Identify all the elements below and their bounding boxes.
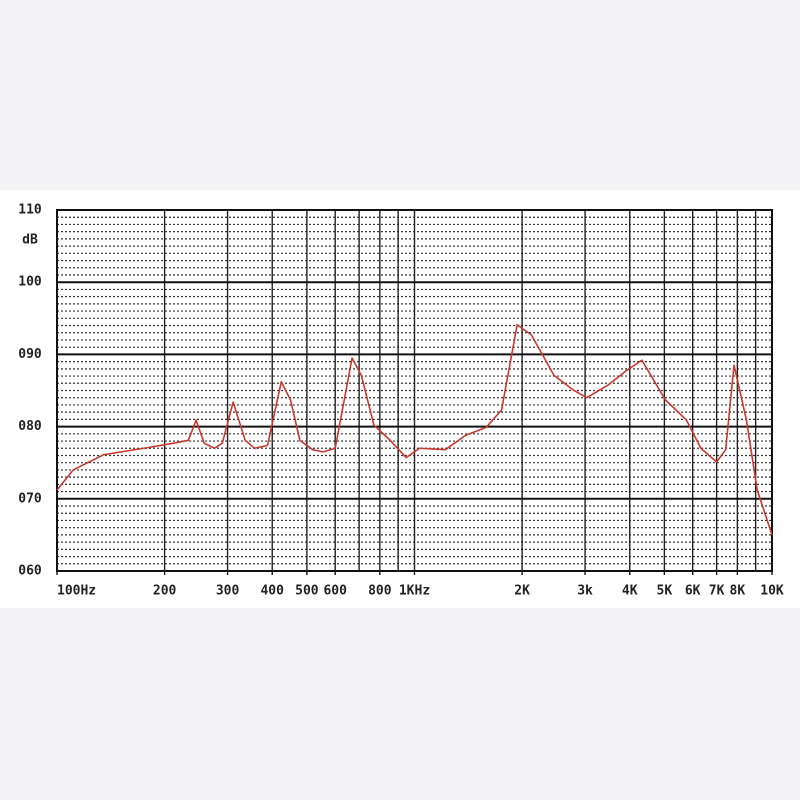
x-tick-label: 1KHz [399, 584, 430, 599]
y-tick-label: 070 [18, 491, 42, 506]
chart-background [0, 190, 800, 608]
x-tick-label: 800 [368, 584, 392, 599]
x-tick-label: 500 [295, 584, 319, 599]
plot-frame [56, 209, 773, 572]
y-tick-label: 080 [18, 419, 42, 434]
y-tick-label: 090 [18, 347, 42, 362]
x-tick-label: 7K [709, 584, 725, 599]
x-tick-label: 5K [657, 584, 673, 599]
y-tick-label: 060 [18, 564, 42, 579]
y-tick-label: 110 [18, 203, 42, 218]
x-tick-label: 4K [622, 584, 638, 599]
x-tick-label: 10K [760, 584, 784, 599]
x-tick-label: 8K [730, 584, 746, 599]
y-axis-label: dB [22, 233, 38, 248]
x-tick-label: 6K [685, 584, 701, 599]
x-tick-label: 3k [577, 584, 593, 599]
response-line [56, 323, 773, 536]
x-tick-label: 300 [216, 584, 240, 599]
x-tick-label: 200 [153, 584, 177, 599]
x-tick-label: 2K [514, 584, 530, 599]
x-tick-label: 100Hz [57, 584, 96, 599]
y-tick-label: 100 [18, 275, 42, 290]
x-tick-label: 600 [323, 584, 347, 599]
x-tick-label: 400 [260, 584, 284, 599]
